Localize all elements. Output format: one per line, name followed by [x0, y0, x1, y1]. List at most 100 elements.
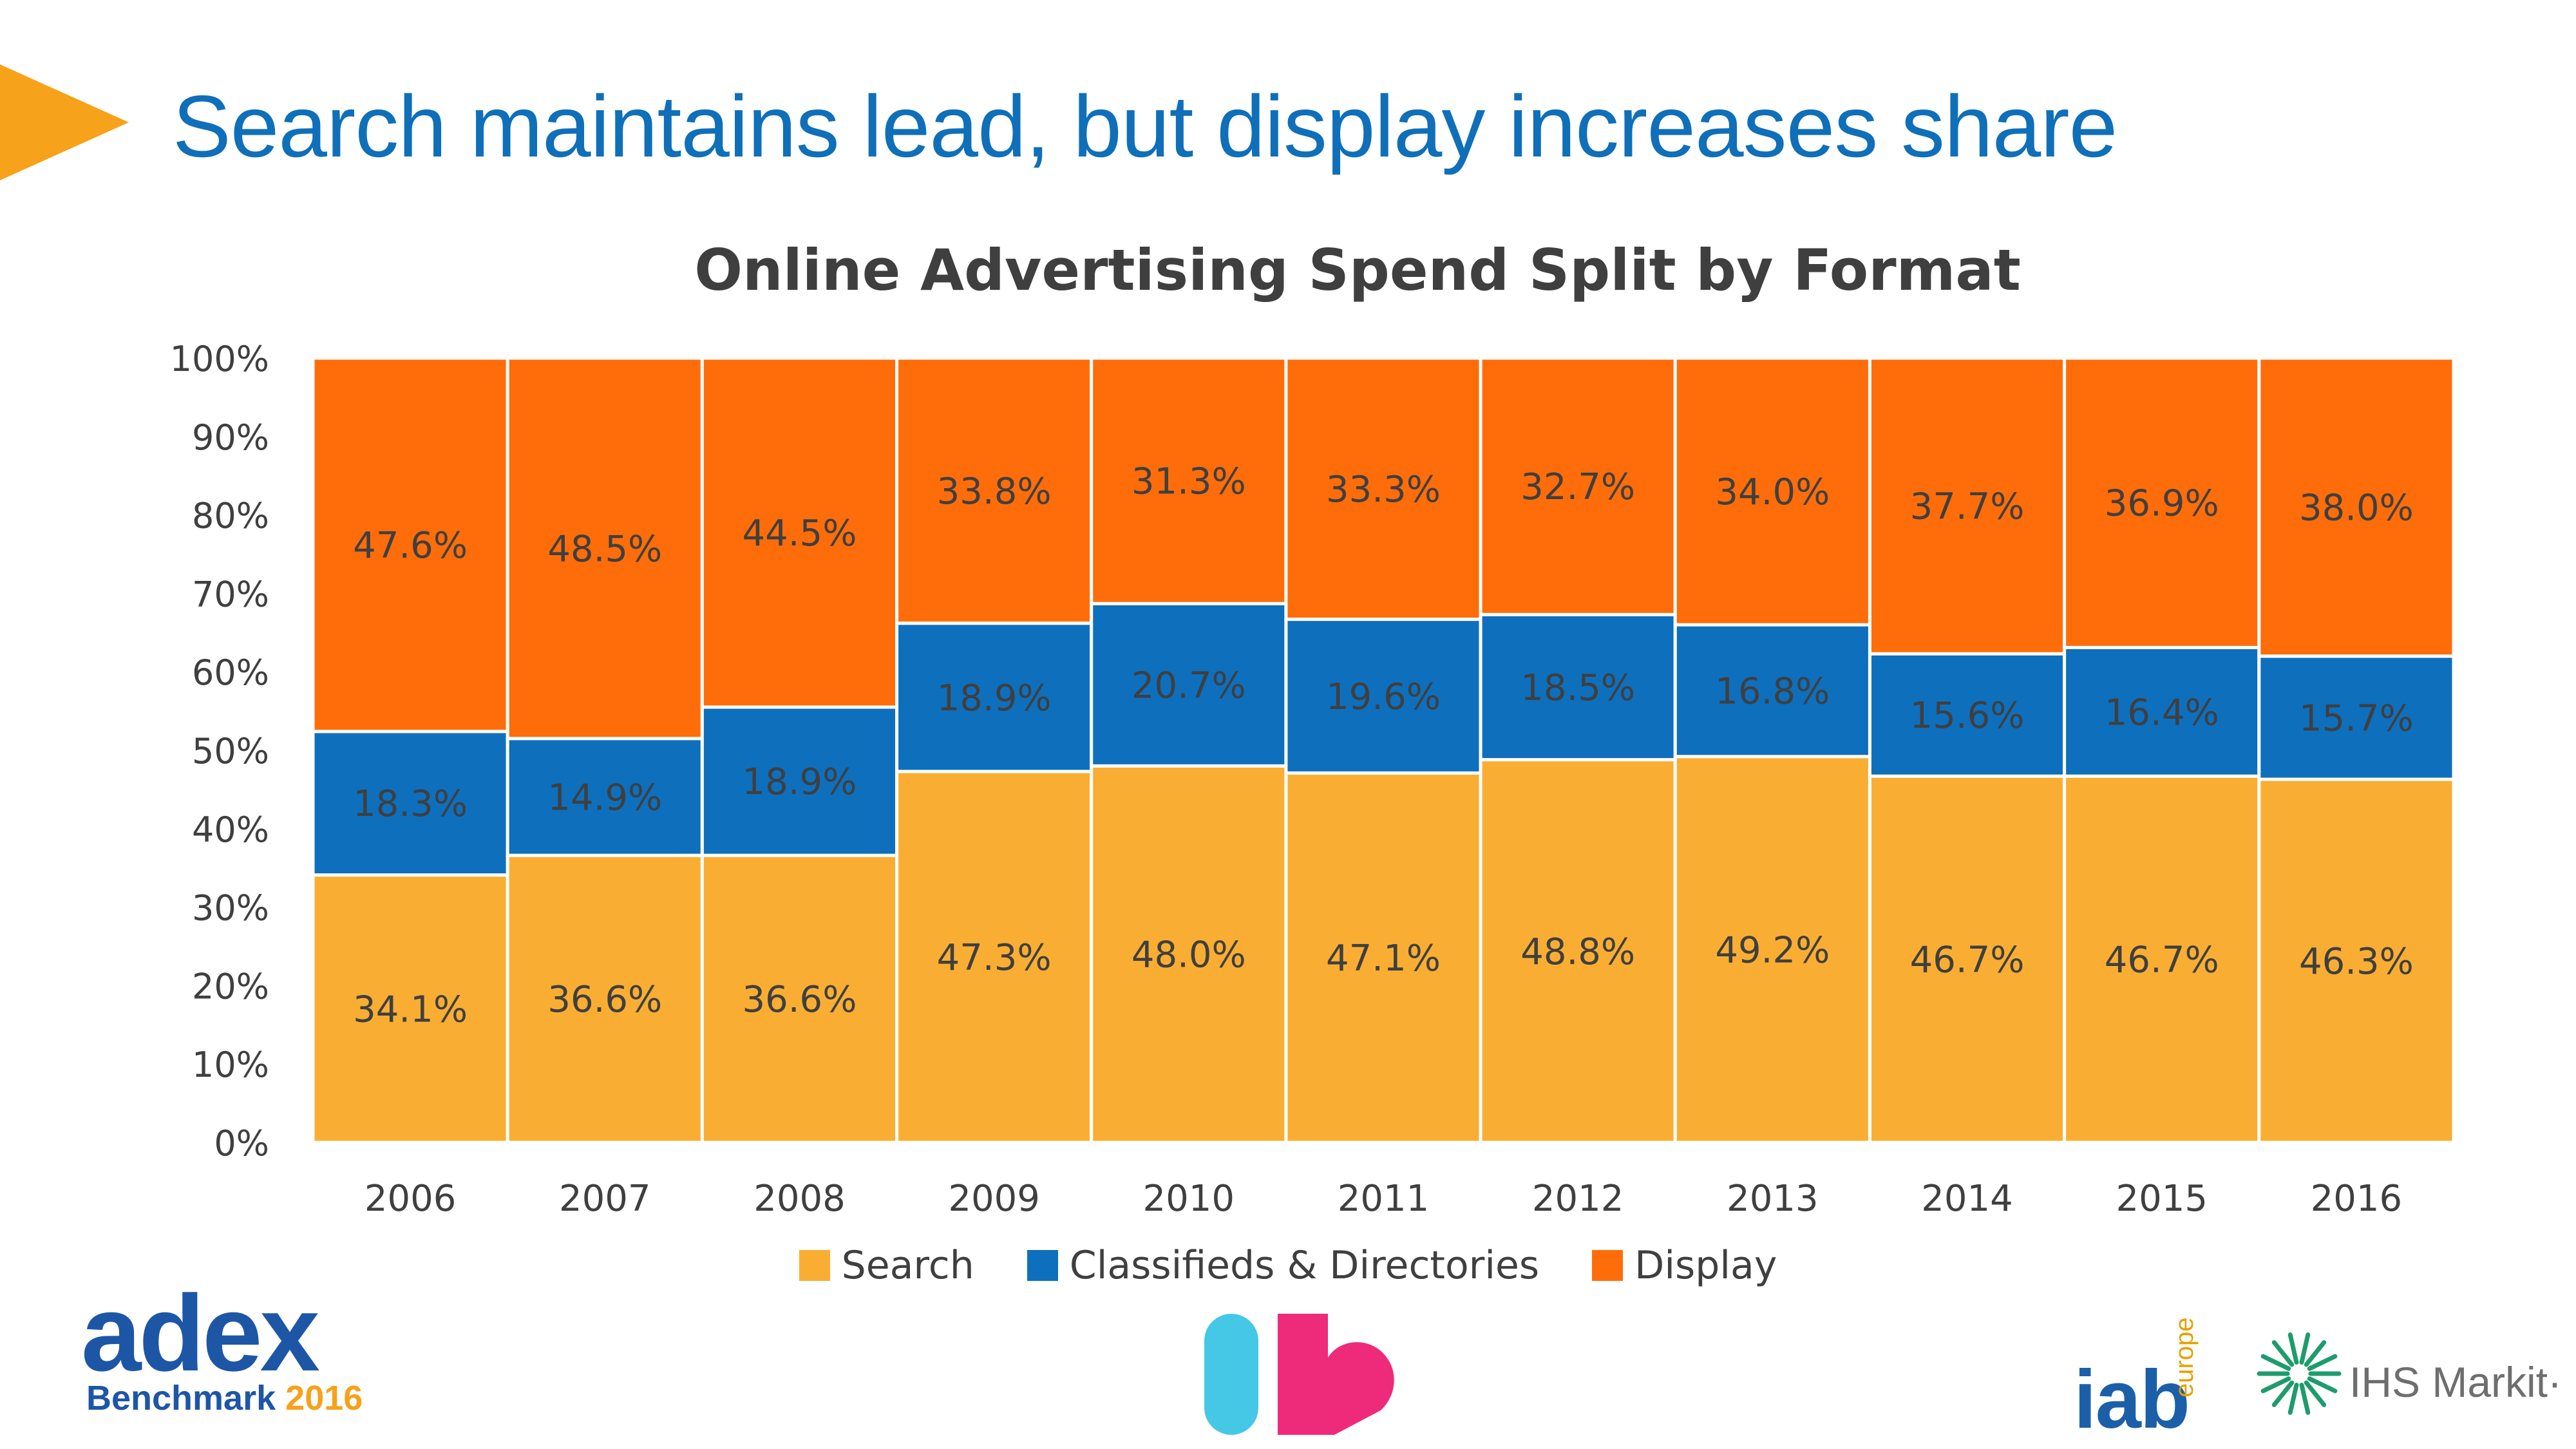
bar-segment — [1868, 356, 2067, 656]
bar-segment — [1673, 356, 1871, 627]
bar-segment — [895, 621, 1094, 773]
x-tick-label: 2014 — [1921, 1178, 2013, 1220]
y-tick-label: 30% — [192, 888, 269, 929]
ihs-globe-stroke — [2304, 1340, 2327, 1367]
ihs-globe-stroke — [2271, 1340, 2295, 1367]
x-tick-label: 2015 — [2116, 1178, 2208, 1220]
bar-segment — [506, 853, 704, 1144]
data-label: 31.3% — [1132, 461, 1246, 503]
data-label: 15.7% — [2299, 697, 2414, 739]
data-label: 18.9% — [937, 677, 1052, 719]
ihs-globe-stroke — [2299, 1332, 2311, 1365]
bar-segment — [506, 356, 704, 741]
bar-segment — [1673, 755, 1871, 1144]
data-label: 38.0% — [2299, 487, 2414, 529]
y-tick-label: 70% — [192, 574, 269, 614]
bar-segment — [2063, 356, 2261, 649]
ihs-globe-icon — [2257, 1332, 2342, 1415]
data-label: 20.7% — [1132, 665, 1246, 706]
y-tick-label: 80% — [192, 496, 269, 536]
x-tick-label: 2011 — [1338, 1178, 1430, 1220]
data-label: 34.1% — [353, 989, 468, 1030]
adex-logo-subtitle: Benchmark 2016 — [86, 1378, 363, 1418]
legend-item: Classifieds & Directories — [1027, 1243, 1539, 1288]
y-tick-label: 60% — [192, 652, 269, 693]
ihs-globe-stroke — [2260, 1376, 2291, 1394]
data-label: 47.1% — [1326, 938, 1441, 980]
x-tick-label: 2008 — [753, 1178, 846, 1220]
data-label: 33.3% — [1326, 469, 1441, 511]
legend-label: Classifieds & Directories — [1069, 1243, 1540, 1288]
bar-segment — [1868, 774, 2067, 1144]
ihs-logo-text: IHS Markit — [2349, 1358, 2548, 1406]
legend-item: Search — [799, 1243, 974, 1288]
x-tick-label: 2013 — [1727, 1178, 1819, 1220]
adex-logo-benchmark: Benchmark — [86, 1379, 276, 1417]
data-label: 44.5% — [743, 513, 857, 554]
data-label: 47.3% — [937, 937, 1052, 979]
data-label: 48.5% — [547, 528, 662, 570]
bar-segment — [311, 730, 509, 877]
ihs-globe-stroke — [2287, 1332, 2299, 1365]
x-tick-label: 2009 — [948, 1178, 1040, 1220]
adex-benchmark-logo: adex Benchmark 2016 — [81, 1273, 363, 1418]
data-label: 18.3% — [353, 783, 468, 825]
bar-segment — [1868, 652, 2067, 778]
ihs-globe-stroke — [2304, 1380, 2327, 1407]
data-label: 48.8% — [1520, 931, 1635, 973]
y-tick-label: 50% — [192, 731, 269, 772]
legend-swatch — [1592, 1250, 1624, 1281]
data-label: 19.6% — [1326, 676, 1441, 718]
data-label: 36.9% — [2105, 483, 2219, 525]
ihs-globe-stroke — [2287, 1383, 2299, 1415]
x-tick-label: 2007 — [559, 1178, 651, 1220]
y-tick-label: 20% — [192, 966, 269, 1007]
data-label: 14.9% — [547, 777, 662, 819]
bar-segment — [1479, 356, 1677, 616]
y-tick-label: 40% — [192, 810, 269, 850]
data-label: 37.7% — [1910, 486, 2025, 528]
chart-title: Online Advertising Spend Split by Format — [694, 237, 2021, 303]
bar-segment — [1090, 764, 1288, 1144]
bar-segment — [2063, 774, 2261, 1144]
adex-logo-year: 2016 — [285, 1379, 363, 1417]
iab-logo-region: europe — [2170, 1317, 2199, 1397]
bar-segment — [1479, 758, 1677, 1144]
data-label: 46.7% — [1910, 940, 2025, 981]
bar-segment — [311, 356, 509, 734]
iab-logo-word: iab — [2074, 1354, 2190, 1446]
ihs-markit-logo: IHS Markit· — [2254, 1325, 2563, 1422]
slide-title: Search maintains lead, but display incre… — [173, 77, 2117, 175]
legend-swatch — [1027, 1250, 1058, 1281]
x-tick-label: 2016 — [2311, 1178, 2403, 1220]
x-tick-label: 2010 — [1143, 1178, 1235, 1220]
legend-label: Search — [841, 1243, 974, 1288]
data-label: 36.6% — [743, 979, 857, 1021]
x-tick-label: 2012 — [1532, 1178, 1624, 1220]
data-label: 34.0% — [1715, 471, 1830, 513]
bar-segment — [311, 873, 509, 1144]
adex-logo-word: adex — [81, 1273, 320, 1394]
data-label: 36.6% — [547, 979, 662, 1021]
y-tick-label: 10% — [192, 1045, 269, 1085]
bar-segment — [1479, 612, 1677, 762]
data-label: 16.8% — [1715, 670, 1830, 712]
data-label: 16.4% — [2105, 692, 2219, 734]
y-tick-label: 0% — [214, 1123, 269, 1164]
x-tick-label: 2006 — [365, 1178, 457, 1220]
bar-segment — [1284, 356, 1482, 621]
arrow-pointer-icon — [0, 64, 129, 180]
ihs-logo-word: IHS Markit· — [2349, 1358, 2562, 1406]
bar-segment — [700, 356, 899, 709]
bar-segment — [2257, 356, 2456, 658]
ib-logo-icon — [1204, 1314, 1394, 1435]
data-label: 18.5% — [1520, 667, 1635, 709]
data-label: 32.7% — [1520, 466, 1635, 508]
ihs-globe-stroke — [2299, 1383, 2311, 1415]
data-label: 46.7% — [2105, 940, 2219, 981]
data-label: 48.0% — [1132, 934, 1246, 976]
iab-europe-logo: iab europe — [2074, 1314, 2215, 1446]
ihs-logo-mark: · — [2548, 1358, 2562, 1406]
